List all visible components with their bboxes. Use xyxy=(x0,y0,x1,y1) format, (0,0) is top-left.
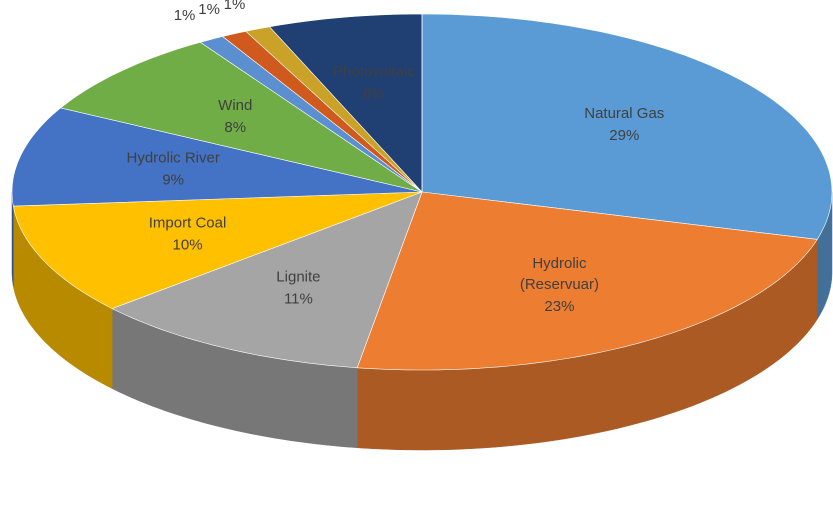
slice-name: Import Coal xyxy=(149,215,227,232)
slice-label: Lignite 11% xyxy=(276,268,320,307)
slice-name: Bio Mass xyxy=(154,0,216,2)
slice-label: Import Coal 10% xyxy=(149,215,227,254)
slice-label: Hydrolic (Reservuar) 23% xyxy=(520,255,599,315)
slice xyxy=(11,107,423,207)
slice-percent: 11% xyxy=(284,290,313,307)
slice xyxy=(12,191,423,309)
slice-name: Hydrolic River xyxy=(127,149,220,166)
slice-percent: 29% xyxy=(609,127,639,144)
slice-label: Bio Mass 1% xyxy=(154,0,216,24)
slice-label-line: (Reservuar) xyxy=(520,276,599,293)
slice-name: Wind xyxy=(218,97,252,114)
slice xyxy=(59,41,423,193)
slice xyxy=(421,13,833,240)
slice-label-line: Hydrolic xyxy=(532,255,587,272)
slice-label: Natural Gas 29% xyxy=(584,105,664,144)
slice-label: Hydrolic River 9% xyxy=(127,149,220,188)
slice-percent: 10% xyxy=(173,237,203,254)
slice-name: Photovoltaic xyxy=(333,64,415,81)
slice-percent: 1% xyxy=(224,0,246,13)
slice-name: Lignite xyxy=(276,268,320,285)
slice xyxy=(356,191,818,371)
slice-percent: 9% xyxy=(162,171,184,188)
slice-percent: 8% xyxy=(224,119,246,136)
slice xyxy=(269,13,423,193)
slice xyxy=(111,191,423,369)
slice-percent: 1% xyxy=(174,7,196,24)
slice-label: Geothermal1% xyxy=(170,0,248,18)
slice-percent: 6% xyxy=(363,86,385,103)
slice-label: Photovoltaic 6% xyxy=(333,64,415,103)
slice-percent: 1% xyxy=(198,1,220,18)
slice-percent: 23% xyxy=(544,298,574,315)
slice-name: Natural Gas xyxy=(584,105,664,122)
slice-label: Wind 8% xyxy=(218,97,252,136)
